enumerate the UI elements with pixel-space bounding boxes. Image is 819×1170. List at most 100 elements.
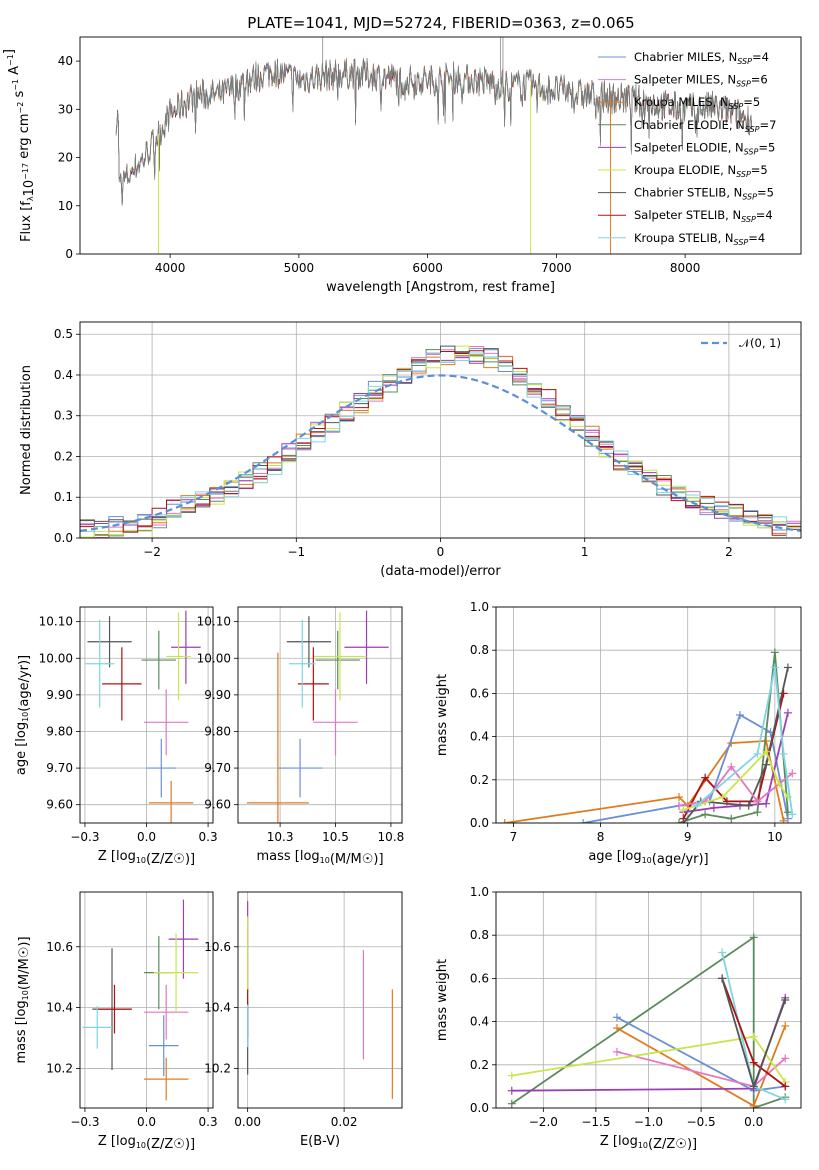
y-tick-label: 0.0 — [470, 1101, 489, 1115]
mass_vs_Z-y-axis-label: mass [log10(M/M☉)] — [14, 936, 32, 1063]
y-tick-label: 0 — [65, 247, 73, 261]
residuals-y-axis-label: Normed distribution — [19, 365, 34, 495]
mass_vs_ebv-plot-area — [247, 901, 393, 1099]
axes-frame — [237, 891, 403, 1109]
y-tick-label: 0.5 — [54, 327, 73, 341]
residual-histogram-line — [80, 352, 801, 538]
weight_vs_Z-plot-area — [507, 933, 790, 1108]
axes-frame — [495, 891, 802, 1109]
figure-title: PLATE=1041, MJD=52724, FIBERID=0363, z=0… — [247, 14, 634, 32]
x-tick-label: 10.3 — [267, 830, 294, 844]
x-tick-label: 2 — [725, 545, 733, 559]
spectrum-axes: 4000 5000 6000 7000 8000 0 10 20 30 40 wavelength … — [2, 36, 802, 295]
x-tick-label: 0.0 — [744, 1115, 763, 1129]
plots-container: 4000 5000 6000 7000 8000010203040wavelength … — [2, 36, 802, 1152]
axes-frame — [79, 606, 214, 824]
weight_vs_Z-y-axis-label: mass weight — [435, 959, 450, 1041]
y-tick-label: 0.6 — [470, 686, 489, 700]
legend-entry-label: Chabrier STELIB, NSSP=5 — [634, 186, 774, 202]
y-tick-label: 10.10 — [197, 615, 231, 629]
y-tick-label: 0.3 — [54, 409, 73, 423]
y-tick-label: 9.90 — [46, 688, 73, 702]
x-tick-label: −2 — [143, 545, 161, 559]
y-tick-label: 1.0 — [470, 600, 489, 614]
x-tick-label: 0.02 — [331, 1115, 358, 1129]
y-tick-label: 10.6 — [204, 940, 231, 954]
legend-entry-label: Kroupa ELODIE, NSSP=5 — [634, 163, 768, 179]
age_vs_mass-x-axis-label: mass [log10(M/M☉)] — [256, 849, 383, 867]
y-tick-label: 0.6 — [470, 971, 489, 985]
x-tick-label: 8 — [597, 830, 605, 844]
x-tick-label: −0.3 — [70, 1115, 99, 1129]
y-tick-label: 10.00 — [197, 651, 231, 665]
residual-histogram-line — [80, 345, 801, 538]
x-tick-label: 0.3 — [199, 1115, 218, 1129]
x-tick-label: −1.0 — [634, 1115, 663, 1129]
y-tick-label: 0.4 — [470, 730, 489, 744]
spectrum-x-axis-label: wavelength [Angstrom, rest frame] — [326, 280, 555, 295]
mass_vs_ebv-axes: 0.00 0.02 10.2 10.4 10.6 E(B-V) — [204, 891, 403, 1149]
spectrum-plot-area — [115, 37, 753, 254]
legend-entry-label: 𝒩(0, 1) — [739, 336, 781, 350]
y-tick-label: 0.4 — [470, 1015, 489, 1029]
y-tick-label: 0.0 — [54, 531, 73, 545]
age_vs_mass-plot-area — [246, 610, 389, 823]
age_vs_Z-axes: −0.3 0.0 0.3 9.60 9.70 9.80 9.90 10.00 10.10 Z [l… — [14, 606, 218, 867]
y-tick-label: 1.0 — [470, 885, 489, 899]
residuals-x-axis-label: (data-model)/error — [380, 564, 501, 579]
legend-entry-label: Salpeter MILES, NSSP=6 — [634, 73, 768, 89]
axes-frame — [237, 606, 403, 824]
y-tick-label: 9.60 — [46, 798, 73, 812]
x-tick-label: −1.5 — [581, 1115, 610, 1129]
y-tick-label: 0.2 — [470, 773, 489, 787]
y-tick-label: 0.2 — [470, 1058, 489, 1072]
legend-entry-label: Kroupa STELIB, NSSP=4 — [634, 231, 765, 247]
age_vs_Z-x-axis-label: Z [log10(Z/Z☉)] — [98, 849, 195, 867]
mass_vs_Z-plot-area — [82, 899, 199, 1101]
y-tick-label: 0.4 — [54, 368, 73, 382]
spectrum-data-line — [115, 58, 753, 206]
x-tick-label: −2.0 — [529, 1115, 558, 1129]
x-tick-label: 7 — [510, 830, 518, 844]
legend-entry-label: Salpeter ELODIE, NSSP=5 — [634, 140, 775, 156]
age_vs_mass-axes: 10.3 10.5 10.8 9.60 9.70 9.80 9.90 10.00 10.10 ma… — [197, 606, 405, 867]
x-tick-label: 9 — [684, 830, 692, 844]
legend-entry-label: Kroupa MILES, NSSP=5 — [634, 95, 760, 111]
mass_vs_Z-x-axis-label: Z [log10(Z/Z☉)] — [98, 1134, 195, 1152]
x-tick-label: 10.5 — [322, 830, 349, 844]
gaussian-reference-curve — [80, 374, 801, 532]
residuals-axes: −2 −1 0 1 2 0.0 0.1 0.2 0.3 0.4 0.5 (data-model)/er… — [19, 321, 802, 579]
weight-series-line — [582, 713, 789, 823]
y-tick-label: 10.6 — [46, 940, 73, 954]
axes-frame — [79, 321, 802, 539]
axes-frame — [495, 606, 802, 824]
y-tick-label: 9.80 — [204, 724, 231, 738]
y-tick-label: 10.00 — [39, 651, 73, 665]
y-tick-label: 10.2 — [46, 1061, 73, 1075]
legend-entry-label: Chabrier ELODIE, NSSP=7 — [634, 118, 776, 134]
y-tick-label: 9.70 — [46, 761, 73, 775]
y-tick-label: 9.60 — [204, 798, 231, 812]
y-tick-label: 9.90 — [204, 688, 231, 702]
legend-entry-label: Chabrier MILES, NSSP=4 — [634, 50, 769, 66]
y-tick-label: 20 — [58, 151, 73, 165]
age_vs_Z-plot-area — [84, 610, 201, 823]
y-tick-label: 9.80 — [46, 724, 73, 738]
weight_vs_age-y-axis-label: mass weight — [435, 674, 450, 756]
mass_vs_Z-axes: −0.3 0.0 0.3 10.2 10.4 10.6 Z [log10(Z/Z☉)] mas… — [14, 891, 218, 1152]
mass_vs_ebv-x-axis-label: E(B-V) — [300, 1134, 340, 1149]
age_vs_Z-y-axis-label: age [log10(age/yr)] — [14, 655, 32, 775]
weight_vs_age-axes: 7 8 9 10 0.0 0.2 0.4 0.6 0.8 1.0 age [log10(age/yr… — [435, 600, 802, 867]
y-tick-label: 0.8 — [470, 643, 489, 657]
x-tick-label: −1 — [287, 545, 305, 559]
weight-series-line — [678, 652, 789, 823]
x-tick-label: 10 — [767, 830, 782, 844]
x-tick-label: 5000 — [284, 261, 315, 275]
y-tick-label: 0.8 — [470, 928, 489, 942]
x-tick-label: −0.5 — [687, 1115, 716, 1129]
y-tick-label: 0.2 — [54, 449, 73, 463]
x-tick-label: 10.8 — [378, 830, 405, 844]
axes-frame — [79, 891, 214, 1109]
weight_vs_Z-axes: −2.0 −1.5 −1.0 −0.5 0.0 0.0 0.2 0.4 0.6 0.8 1.0 Z [… — [435, 885, 802, 1152]
legend-entry-label: Salpeter STELIB, NSSP=4 — [634, 208, 773, 224]
